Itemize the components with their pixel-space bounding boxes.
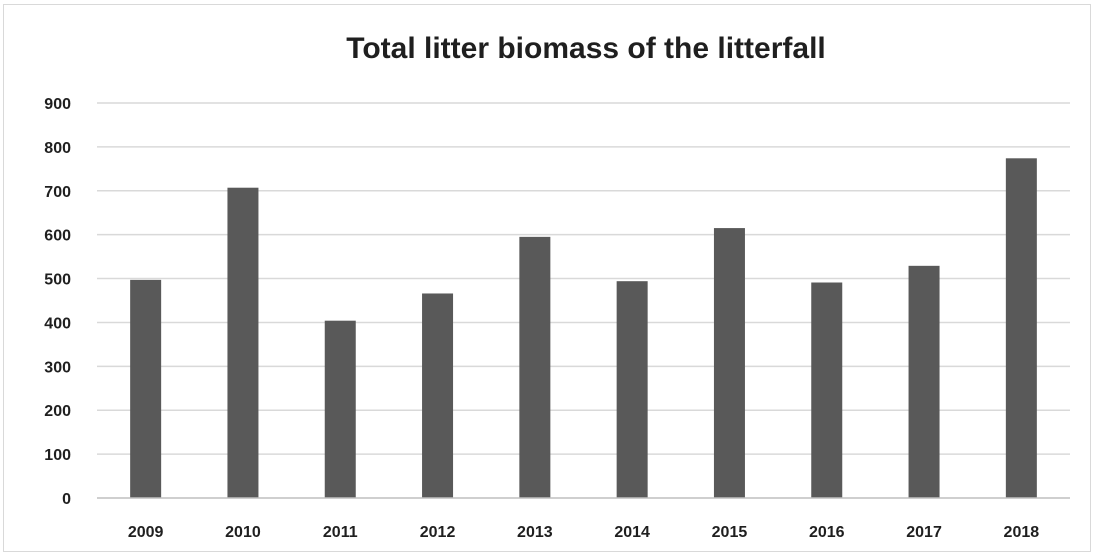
- bars: [130, 158, 1037, 499]
- x-tick-label: 2010: [225, 524, 261, 541]
- x-axis-tick-labels: 2009 2010 2011 2012 2013 2014 2015 2016 2017 2018: [128, 524, 1039, 541]
- y-tick-label: 900: [44, 96, 71, 113]
- x-tick-label: 2015: [712, 524, 748, 541]
- x-tick-label: 2009: [128, 524, 164, 541]
- y-tick-label: 500: [44, 272, 71, 289]
- y-tick-label: 800: [44, 140, 71, 157]
- bar-2011: [324, 320, 356, 498]
- x-tick-label: 2012: [420, 524, 456, 541]
- bar-2013: [519, 236, 551, 498]
- y-tick-label: 600: [44, 228, 71, 245]
- chart-title: Total litter biomass of the litterfall: [346, 32, 826, 65]
- y-tick-label: 100: [44, 447, 71, 464]
- y-tick-label: 0: [62, 491, 71, 508]
- y-tick-label: 300: [44, 359, 71, 376]
- bar-2015: [713, 228, 745, 499]
- bar-2017: [908, 265, 940, 498]
- bar-2012: [422, 293, 454, 498]
- bar-2009: [130, 279, 162, 498]
- bar-2010: [227, 187, 259, 498]
- y-tick-label: 200: [44, 403, 71, 420]
- bar-2016: [811, 282, 843, 498]
- x-tick-label: 2016: [809, 524, 845, 541]
- y-tick-label: 700: [44, 184, 71, 201]
- gridlines: [97, 102, 1070, 455]
- x-tick-label: 2014: [614, 524, 650, 541]
- bar-2018: [1005, 158, 1037, 499]
- x-tick-label: 2017: [906, 524, 942, 541]
- bar-2014: [616, 281, 648, 498]
- x-tick-label: 2013: [517, 524, 553, 541]
- x-tick-label: 2018: [1004, 524, 1040, 541]
- y-tick-label: 400: [44, 315, 71, 332]
- x-tick-label: 2011: [323, 524, 358, 541]
- y-axis-tick-labels: 0 100 200 300 400 500 600 700 800 900: [44, 96, 71, 508]
